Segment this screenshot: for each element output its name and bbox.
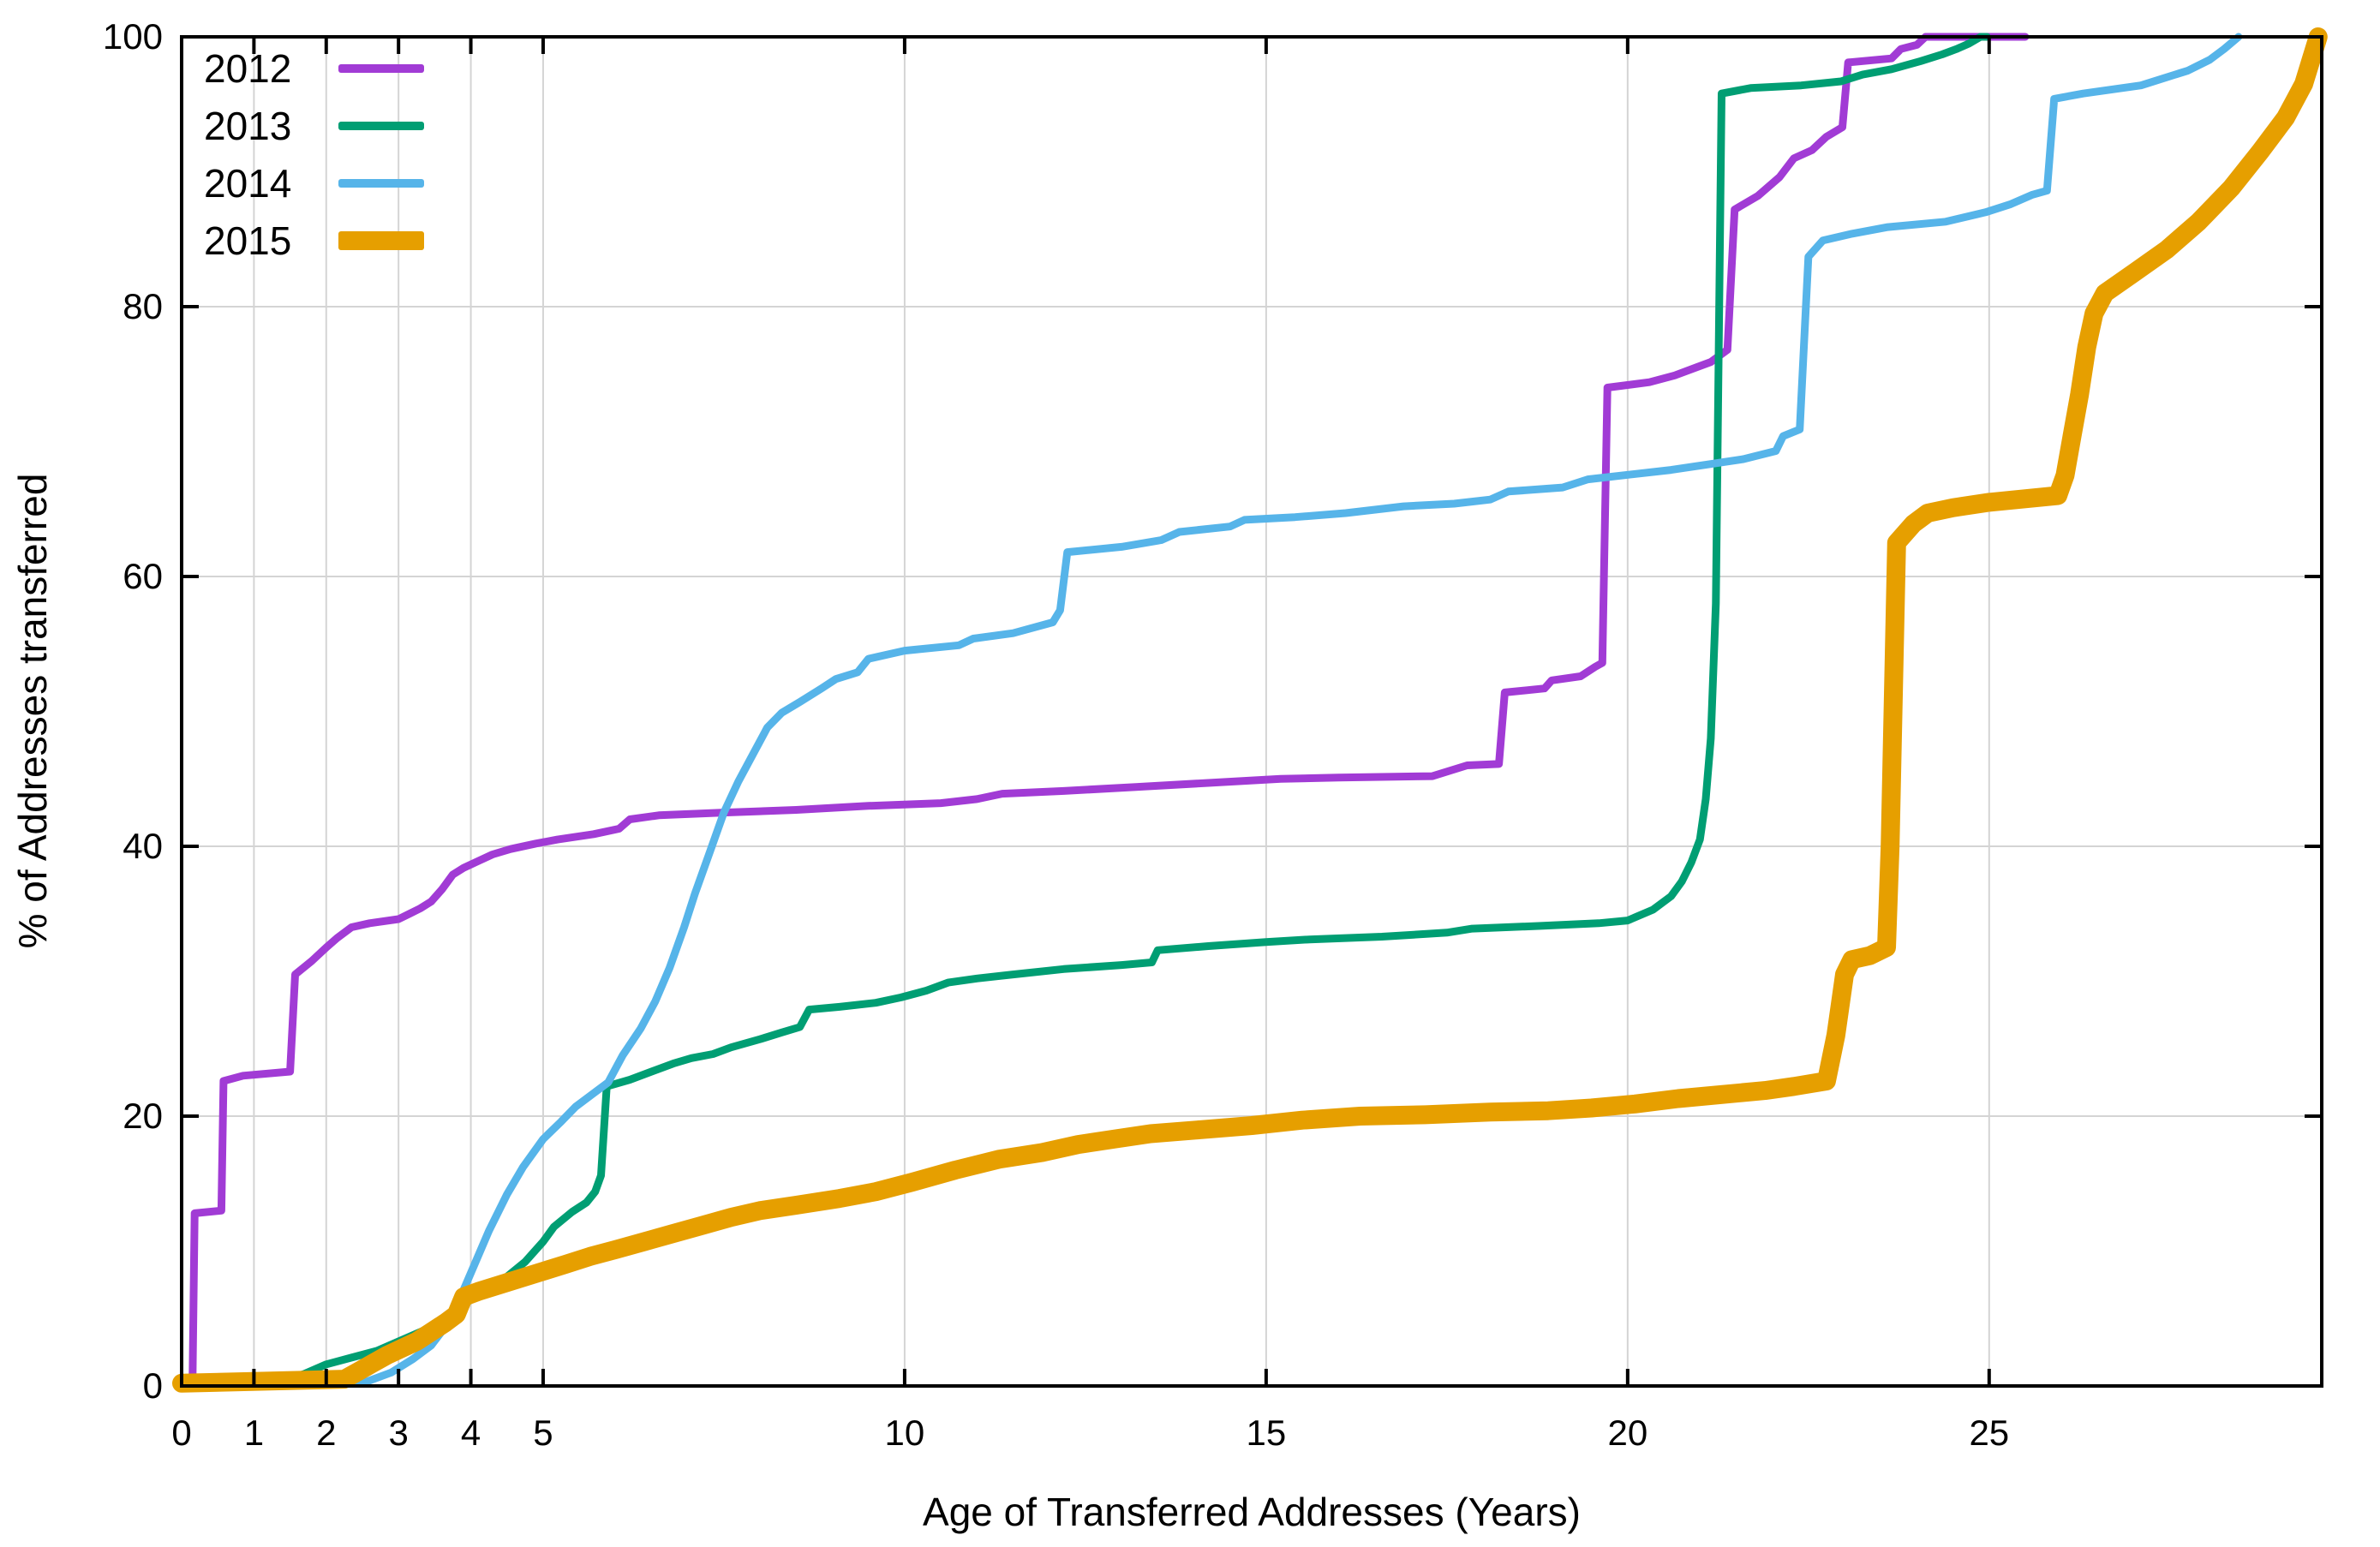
- legend-swatch-icon: [338, 63, 424, 73]
- y-tick-label: 0: [142, 1365, 163, 1406]
- legend: 2012 2013 2014 2015: [204, 46, 424, 263]
- x-tick-label: 4: [460, 1413, 481, 1453]
- x-axis-title: Age of Transferred Addresses (Years): [923, 1490, 1581, 1534]
- series-line-2013: [177, 33, 1991, 1390]
- series-line-2015: [172, 27, 2328, 1393]
- legend-swatch-icon: [338, 121, 424, 130]
- x-tick-label: 0: [171, 1413, 192, 1453]
- x-tick-label: 15: [1246, 1413, 1287, 1453]
- y-tick-label: 40: [123, 826, 163, 866]
- series-line-2014: [177, 33, 2243, 1390]
- y-axis-title: % of Addresses transferred: [10, 473, 55, 949]
- x-tick-label: 2: [316, 1413, 337, 1453]
- legend-swatch-icon: [338, 230, 424, 250]
- y-tick-label: 100: [102, 16, 163, 57]
- x-tick-label: 5: [533, 1413, 553, 1453]
- x-tick-label: 1: [243, 1413, 265, 1453]
- x-tick-label: 20: [1607, 1413, 1648, 1453]
- y-tick-label: 20: [123, 1096, 163, 1136]
- series-line-2012: [177, 33, 2030, 1390]
- legend-label: 2015: [204, 218, 292, 263]
- plot-border: [180, 35, 2323, 1388]
- legend-label: 2013: [204, 103, 292, 148]
- legend-item-2012: 2012: [204, 46, 424, 91]
- legend-item-2013: 2013: [204, 103, 424, 148]
- legend-swatch-icon: [338, 178, 424, 188]
- x-tick-label: 10: [884, 1413, 925, 1453]
- y-tick-label: 60: [123, 556, 163, 596]
- legend-label: 2012: [204, 45, 292, 91]
- x-tick-label: 3: [388, 1413, 409, 1453]
- legend-item-2015: 2015: [204, 218, 424, 263]
- legend-item-2014: 2014: [204, 160, 424, 206]
- legend-label: 2014: [204, 160, 292, 206]
- y-tick-label: 80: [123, 286, 163, 326]
- x-tick-label: 25: [1969, 1413, 2010, 1453]
